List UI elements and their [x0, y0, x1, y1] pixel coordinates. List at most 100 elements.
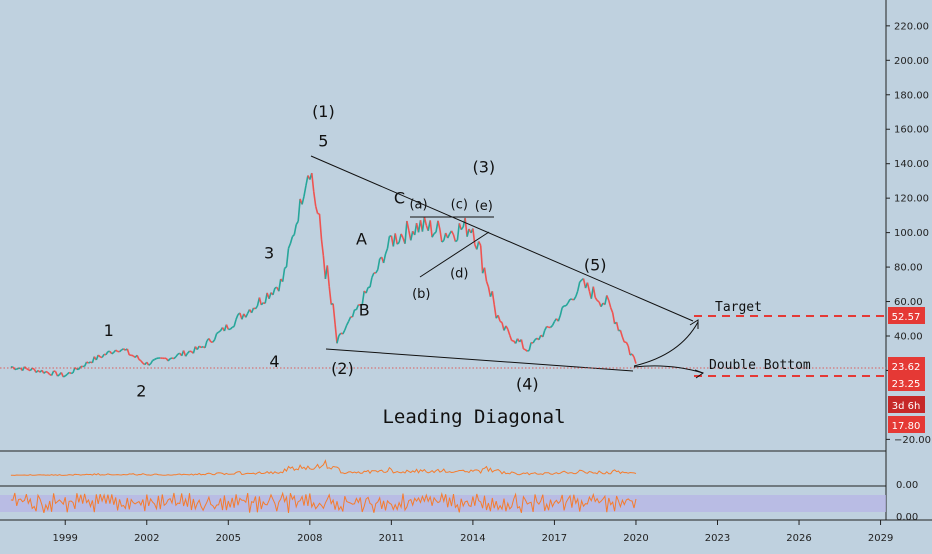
price-badge-label: 52.57 — [892, 312, 921, 323]
y-tick-label: −20.00 — [894, 435, 931, 446]
x-tick-label: 2014 — [460, 533, 485, 544]
price-segment — [302, 196, 304, 204]
price-segment — [110, 351, 112, 353]
price-segment — [44, 372, 46, 374]
double-bottom-arrow — [634, 366, 703, 373]
price-segment — [17, 368, 19, 369]
price-segment — [112, 352, 114, 353]
price-segment — [553, 322, 555, 326]
price-segment — [576, 291, 578, 297]
price-segment — [523, 349, 525, 350]
price-segment — [337, 336, 339, 344]
price-segment — [525, 350, 527, 352]
y-tick-label: 60.00 — [894, 297, 923, 308]
price-segment — [620, 330, 622, 337]
price-segment — [170, 358, 172, 359]
price-segment — [199, 346, 201, 347]
price-segment — [283, 268, 285, 281]
price-segment — [226, 325, 228, 330]
y-tick-label: 160.00 — [894, 125, 929, 136]
price-segment — [139, 360, 141, 361]
wave-label: (c) — [451, 198, 468, 213]
price-segment — [279, 279, 281, 291]
price-segment — [65, 374, 67, 376]
price-segment — [593, 287, 595, 298]
price-badge-label: 23.25 — [892, 379, 921, 390]
price-segment — [562, 306, 564, 308]
price-segment — [289, 244, 291, 249]
price-segment — [388, 236, 390, 248]
price-segment — [372, 273, 374, 278]
price-segment — [188, 351, 190, 353]
price-segment — [294, 225, 296, 235]
price-segment — [89, 362, 91, 363]
price-segment — [209, 339, 211, 342]
price-segment — [560, 308, 562, 316]
price-segment — [506, 326, 508, 329]
price-segment — [186, 353, 188, 356]
price-segment — [597, 300, 599, 302]
price-segment — [345, 325, 347, 330]
price-segment — [69, 373, 71, 374]
price-segment — [230, 327, 232, 329]
wave-label: A — [356, 230, 367, 249]
price-segment — [452, 231, 454, 235]
price-segment — [137, 355, 139, 359]
y-tick-label: 180.00 — [894, 90, 929, 101]
price-segment — [155, 358, 157, 359]
price-segment — [411, 231, 413, 240]
price-segment — [30, 368, 32, 370]
price-segment — [327, 265, 329, 286]
price-segment — [168, 359, 170, 361]
x-tick-label: 2011 — [379, 533, 404, 544]
wave-label: (b) — [412, 287, 430, 302]
y-tick-label: 200.00 — [894, 56, 929, 67]
price-segment — [339, 333, 341, 336]
price-segment — [430, 220, 432, 237]
x-tick-label: 2017 — [542, 533, 567, 544]
price-segment — [329, 286, 331, 304]
price-segment — [63, 376, 65, 377]
price-segment — [349, 317, 351, 321]
price-segment — [58, 375, 60, 376]
price-segment — [370, 278, 372, 288]
x-tick-label: 2008 — [297, 533, 322, 544]
price-segment — [141, 361, 143, 364]
y-tick-label: 100.00 — [894, 228, 929, 239]
price-segment — [312, 173, 314, 191]
wave-label: 2 — [136, 381, 146, 400]
price-segment — [38, 371, 40, 373]
price-segment — [174, 357, 176, 359]
price-segment — [626, 342, 628, 346]
price-segment — [102, 354, 104, 357]
wave-label: (4) — [516, 374, 539, 393]
price-segment — [395, 233, 397, 244]
price-segment — [580, 280, 582, 282]
price-segment — [508, 329, 510, 335]
price-segment — [219, 331, 221, 332]
wave-label: 1 — [104, 321, 114, 340]
price-segment — [52, 371, 54, 375]
x-tick-label: 2026 — [786, 533, 811, 544]
x-tick-label: 2029 — [868, 533, 893, 544]
price-segment — [366, 287, 368, 293]
double-bottom-label: Double Bottom — [709, 358, 811, 373]
price-segment — [246, 313, 248, 317]
target-label: Target — [715, 300, 762, 315]
price-segment — [234, 319, 236, 326]
price-segment — [46, 372, 48, 373]
price-segment — [322, 240, 324, 256]
price-segment — [634, 357, 636, 364]
price-segment — [533, 340, 535, 343]
price-segment — [401, 234, 403, 238]
price-segment — [529, 343, 531, 351]
price-segment — [510, 335, 512, 340]
price-segment — [131, 355, 133, 356]
price-segment — [545, 327, 547, 331]
price-segment — [481, 246, 483, 274]
price-segment — [617, 322, 619, 331]
wave-label: (d) — [450, 266, 468, 281]
x-tick-label: 1999 — [52, 533, 77, 544]
x-tick-label: 2020 — [623, 533, 648, 544]
